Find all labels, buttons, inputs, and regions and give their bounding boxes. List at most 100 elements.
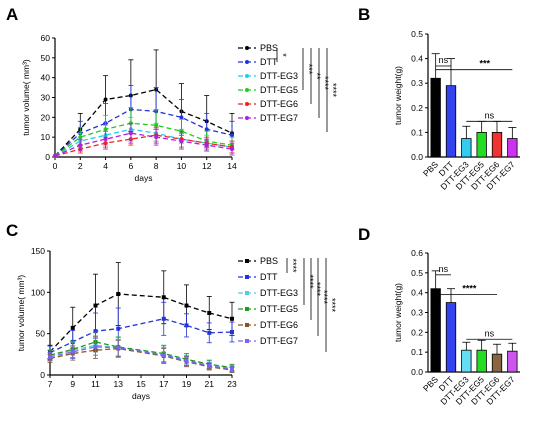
data-point <box>116 345 121 350</box>
data-point <box>93 329 98 334</box>
y-tick-label: 0.2 <box>411 103 423 113</box>
y-tick-label: 0.5 <box>411 268 423 278</box>
y-tick-label: 0.2 <box>411 327 423 337</box>
panel-c: C 0 50 100 150 7 9 11 13 15 17 19 21 23 days tumor vol… <box>6 221 337 401</box>
x-axis-title: days <box>132 391 150 401</box>
data-point <box>70 325 75 330</box>
data-point <box>230 330 234 335</box>
series-line <box>54 128 233 157</box>
bar-pbs <box>430 77 441 158</box>
sig-label: ns <box>439 55 449 65</box>
y-axis-title: tumor volume( mm³) <box>21 59 31 136</box>
panel-d: D 0.0 0.1 0.2 0.3 0.4 0.5 0.6 tumor weight(g) PB… <box>358 225 520 407</box>
x-tick-label: 23 <box>227 379 237 389</box>
series-dtt-eg7 <box>53 122 235 159</box>
data-point <box>230 133 234 138</box>
data-point <box>184 303 189 308</box>
x-tick-label: 14 <box>227 161 237 171</box>
y-tick-label: 0 <box>40 370 45 380</box>
y-tick-label: 0 <box>45 152 50 162</box>
legend-marker <box>245 259 249 263</box>
series-line <box>49 293 233 353</box>
legend-marker <box>245 116 249 120</box>
data-point <box>78 143 83 148</box>
legend-entry: PBS <box>260 256 278 266</box>
data-point <box>103 137 108 142</box>
data-point <box>116 291 121 296</box>
panel-label-a: A <box>6 5 18 24</box>
sig-label: **** <box>319 290 329 305</box>
x-tick-label: 4 <box>103 161 108 171</box>
legend-entry: DTT <box>260 57 278 67</box>
series-line <box>49 346 233 370</box>
x-tick-label: 6 <box>128 161 133 171</box>
bar-pbs <box>430 288 441 373</box>
y-tick-label: 40 <box>41 73 51 83</box>
legend-marker <box>245 307 249 311</box>
legend-entry: DTT-EG7 <box>260 336 298 346</box>
legend-marker <box>245 275 249 279</box>
x-tick-label: 12 <box>202 161 212 171</box>
x-tick-label: 19 <box>182 379 192 389</box>
y-tick-label: 0.4 <box>411 288 423 298</box>
series-line <box>49 347 233 371</box>
panel-label-b: B <box>358 5 370 24</box>
legend-marker <box>245 291 249 295</box>
sig-label: *** <box>479 59 490 69</box>
series-line <box>54 108 233 157</box>
data-point <box>78 135 83 140</box>
data-point <box>204 127 209 132</box>
series-line <box>49 344 233 370</box>
panel-label-c: C <box>6 221 18 240</box>
significance-brackets: ns **** ns <box>435 264 513 340</box>
series-line <box>54 132 233 157</box>
y-tick-label: 50 <box>36 329 46 339</box>
bar-dtt-eg6 <box>491 353 503 373</box>
data-point <box>207 363 212 368</box>
data-point <box>161 316 166 321</box>
data-point <box>116 326 121 331</box>
y-tick-label: 0.6 <box>411 248 423 258</box>
sig-label: **** <box>320 76 330 91</box>
legend-entry: DTT-EG6 <box>260 320 298 330</box>
y-tick-label: 10 <box>41 132 51 142</box>
y-tick-label: 0.0 <box>411 367 423 377</box>
significance-brackets: ******************** <box>286 258 337 352</box>
x-tick-label: 0 <box>53 161 58 171</box>
legend-marker <box>245 60 249 64</box>
series-line <box>54 88 233 157</box>
sig-label: ns <box>485 110 495 120</box>
x-tick-label: 15 <box>136 379 146 389</box>
data-point <box>48 354 52 359</box>
data-point <box>103 97 108 102</box>
y-tick-label: 20 <box>41 112 51 122</box>
sig-label: **** <box>327 298 337 313</box>
data-point <box>230 367 234 372</box>
bar-dtt <box>445 85 457 158</box>
y-tick-label: 0.0 <box>411 152 423 162</box>
legend-entry: DTT-EG7 <box>260 113 298 123</box>
data-point <box>161 295 166 300</box>
data-point <box>207 330 212 335</box>
bar-dtt-eg7 <box>507 350 518 373</box>
data-point <box>230 316 234 321</box>
y-tick-label: 0.3 <box>411 308 423 318</box>
bar-dtt <box>445 302 457 373</box>
x-tick-label: 10 <box>177 161 187 171</box>
data-point <box>204 143 209 148</box>
sig-label: ns <box>439 264 449 274</box>
series-line <box>49 318 233 354</box>
x-tick-label: 9 <box>70 379 75 389</box>
x-tick-label: 2 <box>78 161 83 171</box>
sig-label: ns <box>485 328 495 338</box>
data-point <box>230 147 234 152</box>
panel-label-d: D <box>358 225 370 244</box>
x-tick-label: PBS <box>421 374 440 393</box>
sig-label: **** <box>305 274 315 289</box>
bar-dtt-eg3 <box>461 138 472 158</box>
y-tick-label: 0.1 <box>411 127 423 137</box>
bar-dtt-eg6 <box>491 131 503 158</box>
x-axis-title: days <box>135 173 153 183</box>
